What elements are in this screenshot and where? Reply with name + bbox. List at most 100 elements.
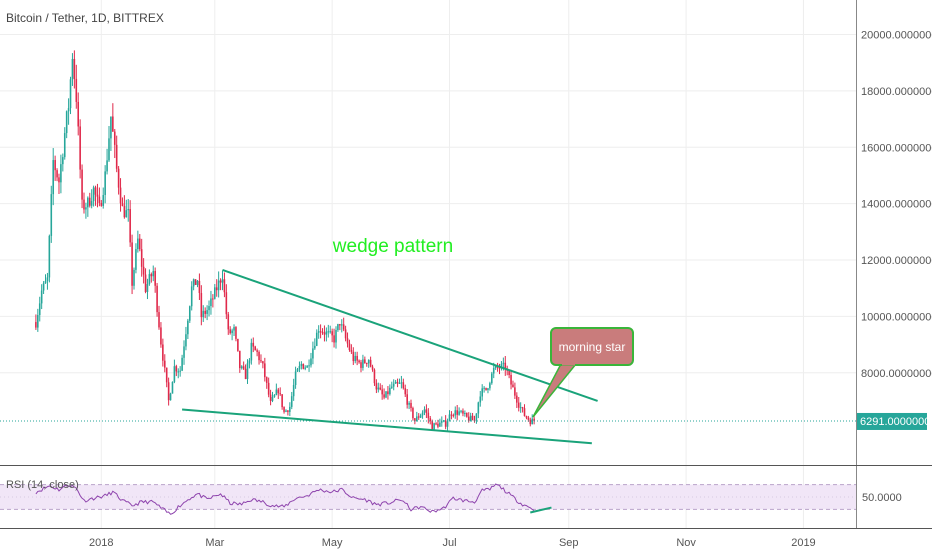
- candle-body: [183, 346, 185, 358]
- candle-body: [81, 169, 83, 200]
- rsi-title: RSI (14, close): [6, 479, 79, 491]
- candle-body: [406, 394, 408, 405]
- candle-body: [248, 360, 251, 364]
- candle-body: [38, 303, 41, 316]
- candle-body: [483, 387, 485, 389]
- candle-body: [481, 388, 483, 397]
- candle-body: [246, 363, 249, 380]
- candle-body: [162, 344, 164, 361]
- candle-body: [398, 382, 401, 384]
- pattern-label: wedge pattern: [332, 236, 453, 257]
- candle-body: [337, 324, 339, 330]
- candle-body: [102, 194, 105, 206]
- candle-body: [231, 330, 233, 334]
- candle-body: [300, 363, 303, 367]
- candle-body: [379, 387, 382, 390]
- candle-body: [221, 279, 224, 283]
- candle-body: [342, 324, 345, 330]
- candle-body: [237, 338, 239, 351]
- candle-body: [63, 133, 66, 158]
- candle-body: [233, 327, 235, 331]
- candle-body: [533, 418, 535, 421]
- candle-body: [502, 362, 505, 364]
- candle-body: [479, 396, 482, 403]
- candle-body: [75, 78, 78, 102]
- candle-body: [223, 279, 226, 293]
- candle-body: [312, 348, 314, 359]
- candle-body: [525, 416, 528, 418]
- candle-body: [292, 384, 295, 397]
- upper-trendline: [222, 268, 598, 402]
- candle-body: [208, 306, 210, 311]
- candle-body: [258, 351, 260, 361]
- candle-body: [450, 414, 453, 416]
- candle-body: [187, 320, 189, 335]
- candle-body: [290, 396, 293, 407]
- candle-body: [150, 274, 153, 277]
- candle-body: [448, 414, 451, 422]
- price-tick-label: 8000.00000000: [861, 368, 932, 380]
- candle-body: [350, 350, 353, 352]
- candle-body: [60, 164, 62, 183]
- lower-trendline: [182, 408, 592, 445]
- candle-body: [198, 280, 201, 294]
- candle-body: [394, 381, 397, 384]
- time-tick-label: May: [322, 537, 343, 549]
- rsi-line: [35, 483, 535, 515]
- candle-body: [244, 368, 247, 380]
- candle-body: [256, 350, 258, 352]
- candle-body: [188, 306, 191, 321]
- candle-body: [415, 416, 418, 422]
- candle-body: [364, 359, 366, 363]
- candle-body: [181, 357, 183, 371]
- candle-body: [37, 315, 39, 328]
- candle-body: [46, 277, 49, 281]
- candle-body: [425, 409, 428, 413]
- candle-body: [335, 329, 337, 343]
- candle-body: [444, 420, 447, 427]
- candle-body: [85, 207, 87, 210]
- time-tick-label: Sep: [559, 537, 579, 549]
- candle-body: [48, 235, 51, 278]
- candle-body: [100, 202, 103, 206]
- candle-body: [192, 279, 195, 287]
- candle-body: [314, 345, 316, 349]
- candle-body: [44, 280, 47, 284]
- candle-body: [469, 415, 472, 421]
- candle-body: [400, 382, 403, 384]
- chart-title: Bitcoin / Tether, 1D, BITTREX: [6, 11, 164, 25]
- candle-body: [491, 373, 493, 384]
- candle-body: [121, 203, 124, 206]
- candle-body: [113, 131, 116, 145]
- candle-body: [427, 412, 430, 419]
- candle-body: [235, 327, 237, 339]
- candle-body: [129, 209, 131, 243]
- candle-body: [523, 408, 526, 417]
- candle-body: [225, 292, 228, 315]
- candle-body: [112, 116, 114, 132]
- candle-body: [210, 298, 212, 307]
- candle-body: [377, 387, 380, 390]
- candle-body: [73, 58, 76, 79]
- candle-body: [404, 388, 407, 395]
- candle-body: [458, 411, 460, 415]
- candle-body: [79, 126, 81, 170]
- candle-body: [487, 388, 489, 390]
- candle-body: [304, 367, 307, 369]
- candle-body: [296, 369, 299, 372]
- time-tick-label: 2019: [791, 537, 815, 549]
- candle-body: [58, 177, 60, 183]
- candle-body: [52, 160, 55, 195]
- candle-body: [358, 360, 360, 363]
- candle-body: [239, 350, 241, 369]
- candle-body: [54, 160, 56, 171]
- candle-body: [344, 329, 347, 339]
- candle-body: [475, 413, 478, 421]
- rsi-axis-label: 50.0000: [862, 492, 902, 504]
- candle-body: [206, 310, 208, 314]
- candle-body: [285, 410, 287, 412]
- candle-body: [106, 160, 108, 172]
- candle-body: [215, 287, 218, 291]
- candle-body: [408, 402, 410, 405]
